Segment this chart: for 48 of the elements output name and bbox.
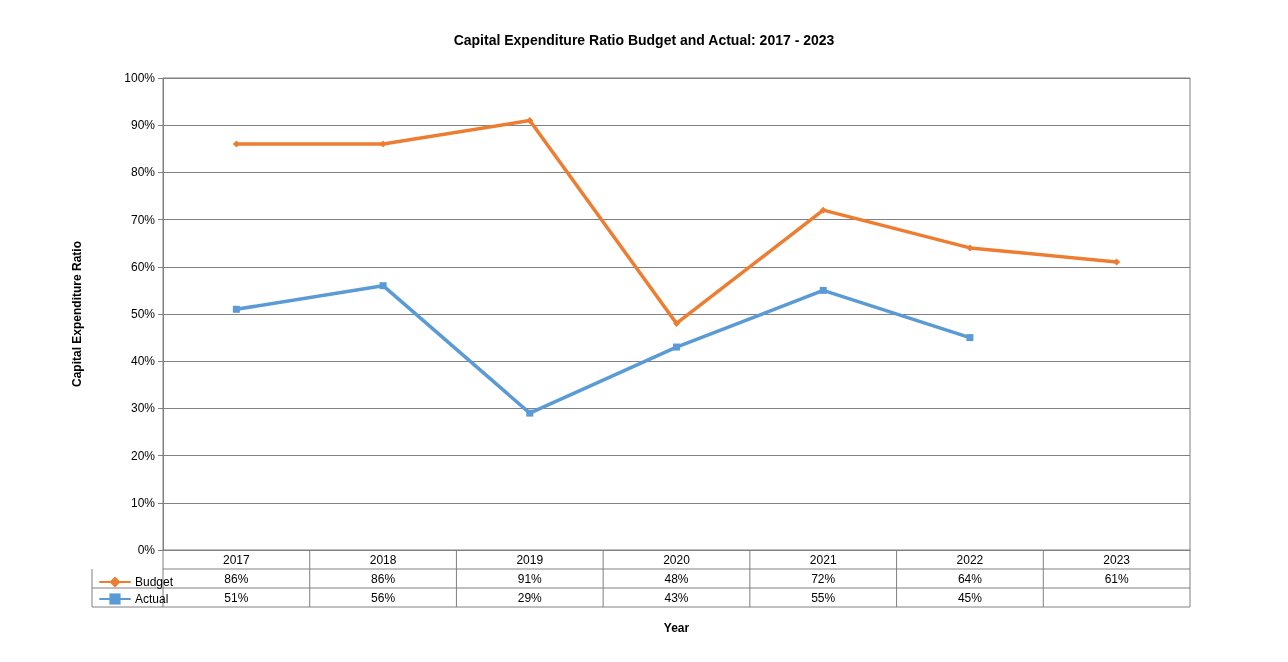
y-tick-label: 100% [124, 71, 156, 85]
point [232, 305, 240, 313]
y-tick-label: 70% [130, 212, 156, 227]
y-axis-title: Capital Expenditure Ratio [70, 240, 84, 388]
chart-title: Capital Expenditure Ratio Budget and Actual: 2017 - 2023 [453, 32, 835, 48]
y-tick-label: 40% [130, 354, 156, 369]
data-label: 29% [517, 590, 543, 605]
y-tick-label: 0% [137, 543, 156, 557]
point [966, 334, 974, 342]
data-label: 43% [664, 590, 689, 605]
point [673, 319, 680, 327]
y-tick-label: 60% [130, 259, 156, 274]
point [966, 244, 974, 252]
x-tick-label: 2017 [223, 553, 251, 567]
x-tick-label: 2022 [956, 553, 984, 567]
point [1113, 258, 1121, 266]
data-label: 55% [811, 590, 836, 605]
point [673, 343, 680, 351]
y-tick-label: 90% [130, 118, 156, 133]
data-label: 64% [957, 571, 983, 586]
data-label: 51% [224, 590, 249, 605]
point [526, 409, 534, 417]
x-tick-label: 2019 [516, 553, 544, 567]
x-tick-label: 2023 [1103, 553, 1131, 567]
data-label: 45% [957, 590, 983, 605]
data-label: 72% [811, 571, 836, 586]
data-label: 91% [517, 571, 543, 586]
y-tick-label: 20% [130, 448, 156, 463]
y-tick-label: 10% [130, 495, 156, 510]
data-label: 86% [224, 571, 249, 586]
y-tick-label: 50% [130, 307, 156, 321]
point [819, 206, 827, 214]
x-tick-label: 2018 [369, 553, 397, 567]
point [379, 282, 387, 290]
data-label: 56% [371, 590, 396, 605]
y-tick-label: 80% [130, 165, 156, 180]
x-tick-label: 2021 [809, 553, 837, 567]
legend-label: Actual [135, 592, 169, 606]
point [819, 286, 827, 294]
legend-label: Budget [135, 575, 174, 589]
data-label: 86% [371, 571, 396, 586]
data-label: 48% [664, 571, 689, 586]
data-label: 61% [1104, 571, 1129, 586]
x-tick-label: 2020 [663, 553, 691, 567]
point [232, 140, 240, 148]
y-tick-label: 30% [130, 401, 156, 416]
point [526, 116, 534, 124]
x-axis-title: Year [663, 621, 690, 635]
